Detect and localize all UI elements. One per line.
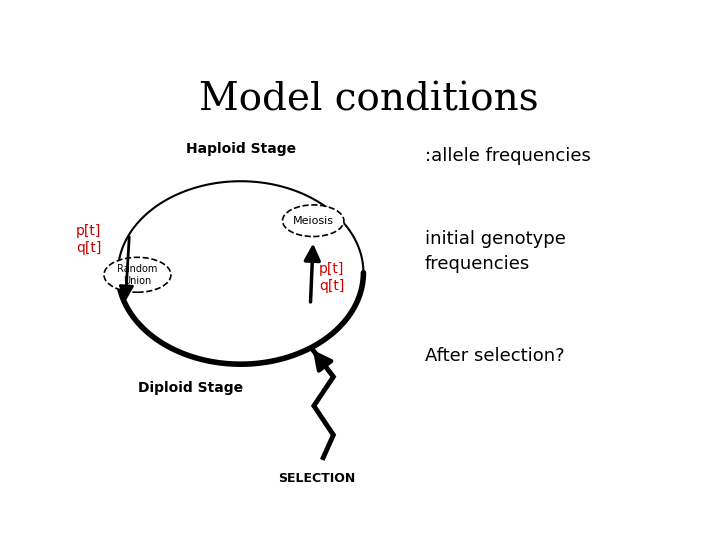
- Ellipse shape: [282, 205, 344, 237]
- Text: Haploid Stage: Haploid Stage: [186, 142, 296, 156]
- Text: Random
Union: Random Union: [117, 264, 158, 286]
- Text: Model conditions: Model conditions: [199, 82, 539, 118]
- Text: Meiosis: Meiosis: [293, 215, 333, 226]
- Text: p[t]
q[t]: p[t] q[t]: [76, 224, 102, 255]
- Ellipse shape: [104, 258, 171, 292]
- Text: p[t]
q[t]: p[t] q[t]: [319, 261, 344, 293]
- Text: SELECTION: SELECTION: [278, 472, 355, 485]
- Text: After selection?: After selection?: [425, 347, 564, 365]
- Text: initial genotype
frequencies: initial genotype frequencies: [425, 231, 566, 273]
- Text: :allele frequencies: :allele frequencies: [425, 147, 590, 165]
- Text: Diploid Stage: Diploid Stage: [138, 381, 243, 395]
